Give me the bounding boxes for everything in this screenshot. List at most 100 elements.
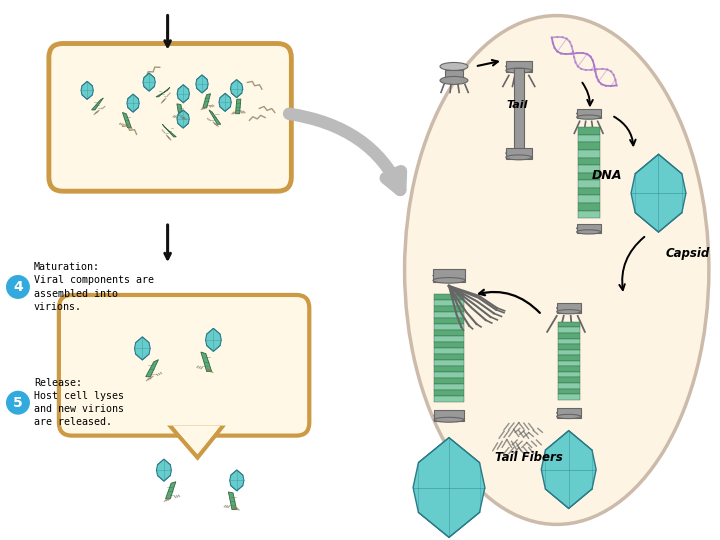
Bar [434, 294, 464, 300]
Text: 4: 4 [13, 280, 23, 294]
Bar [577, 224, 600, 233]
Bar [434, 396, 464, 402]
Polygon shape [135, 337, 150, 360]
Ellipse shape [557, 414, 580, 418]
Bar [558, 361, 580, 366]
Bar [577, 195, 600, 203]
Polygon shape [235, 99, 241, 114]
Bar [558, 333, 580, 339]
Ellipse shape [557, 411, 580, 415]
Ellipse shape [506, 155, 532, 160]
Bar [558, 377, 580, 383]
Bar [558, 344, 580, 350]
Bar [558, 389, 580, 394]
Text: Capsid: Capsid [665, 247, 710, 260]
Bar [577, 203, 600, 211]
Polygon shape [145, 360, 158, 377]
Ellipse shape [577, 115, 600, 119]
Bar [577, 109, 600, 118]
Polygon shape [413, 437, 485, 537]
Bar [434, 336, 464, 342]
Ellipse shape [577, 230, 600, 234]
Bar [558, 350, 580, 355]
Ellipse shape [440, 77, 468, 84]
Polygon shape [541, 430, 596, 509]
Text: DNA: DNA [592, 168, 622, 182]
Bar [577, 135, 600, 143]
Bar [558, 355, 580, 361]
Bar [514, 69, 524, 156]
Bar [434, 318, 464, 324]
Polygon shape [173, 426, 220, 454]
Bar [577, 150, 600, 158]
Polygon shape [177, 104, 184, 119]
Bar [557, 408, 580, 417]
Circle shape [6, 391, 30, 415]
Text: Release:
Host cell lyses
and new virions
are released.: Release: Host cell lyses and new virions… [34, 378, 124, 428]
Polygon shape [127, 94, 139, 112]
Polygon shape [122, 112, 131, 127]
Bar [577, 180, 600, 188]
Polygon shape [156, 87, 170, 97]
FancyBboxPatch shape [59, 295, 310, 436]
Bar [577, 173, 600, 180]
Bar [577, 211, 600, 218]
Polygon shape [203, 93, 210, 108]
Bar [434, 384, 464, 390]
Polygon shape [230, 79, 243, 98]
Polygon shape [91, 98, 104, 110]
Bar [434, 378, 464, 384]
Polygon shape [201, 352, 212, 372]
Bar [558, 322, 580, 327]
Ellipse shape [405, 16, 709, 524]
Bar [577, 188, 600, 195]
Bar [577, 165, 600, 173]
Polygon shape [228, 492, 237, 510]
Polygon shape [631, 154, 686, 232]
Bar [434, 306, 464, 312]
Bar [434, 372, 464, 378]
Text: Maturation:
Viral components are
assembled into
virions.: Maturation: Viral components are assembl… [34, 262, 154, 312]
Bar [434, 330, 464, 336]
Polygon shape [205, 328, 221, 352]
Bar [577, 127, 600, 135]
Text: Tail: Tail [506, 100, 528, 110]
Ellipse shape [434, 417, 464, 422]
Polygon shape [171, 428, 222, 457]
Polygon shape [219, 93, 231, 111]
Polygon shape [209, 110, 221, 124]
Bar [506, 61, 532, 72]
Bar [434, 354, 464, 360]
Bar [434, 348, 464, 354]
Ellipse shape [433, 278, 465, 283]
Bar [434, 410, 464, 421]
Ellipse shape [434, 413, 464, 418]
Bar [558, 394, 580, 400]
Bar [558, 366, 580, 372]
Bar [558, 372, 580, 377]
Ellipse shape [506, 64, 532, 69]
Bar [557, 303, 580, 313]
Bar [434, 312, 464, 318]
Bar [434, 300, 464, 306]
Bar [577, 143, 600, 150]
Polygon shape [230, 470, 244, 491]
Polygon shape [196, 75, 208, 93]
Polygon shape [177, 110, 189, 128]
Text: Tail Fibers: Tail Fibers [495, 451, 562, 464]
Bar [558, 327, 580, 333]
Polygon shape [156, 459, 171, 481]
Circle shape [6, 275, 30, 299]
Bar [434, 360, 464, 366]
Bar [506, 147, 532, 159]
Ellipse shape [557, 309, 580, 314]
Bar [445, 70, 463, 80]
Ellipse shape [577, 226, 600, 231]
Ellipse shape [577, 111, 600, 116]
Ellipse shape [440, 63, 468, 70]
Polygon shape [81, 82, 94, 99]
Ellipse shape [557, 306, 580, 310]
Polygon shape [177, 85, 189, 103]
Bar [434, 324, 464, 330]
Bar [558, 383, 580, 389]
